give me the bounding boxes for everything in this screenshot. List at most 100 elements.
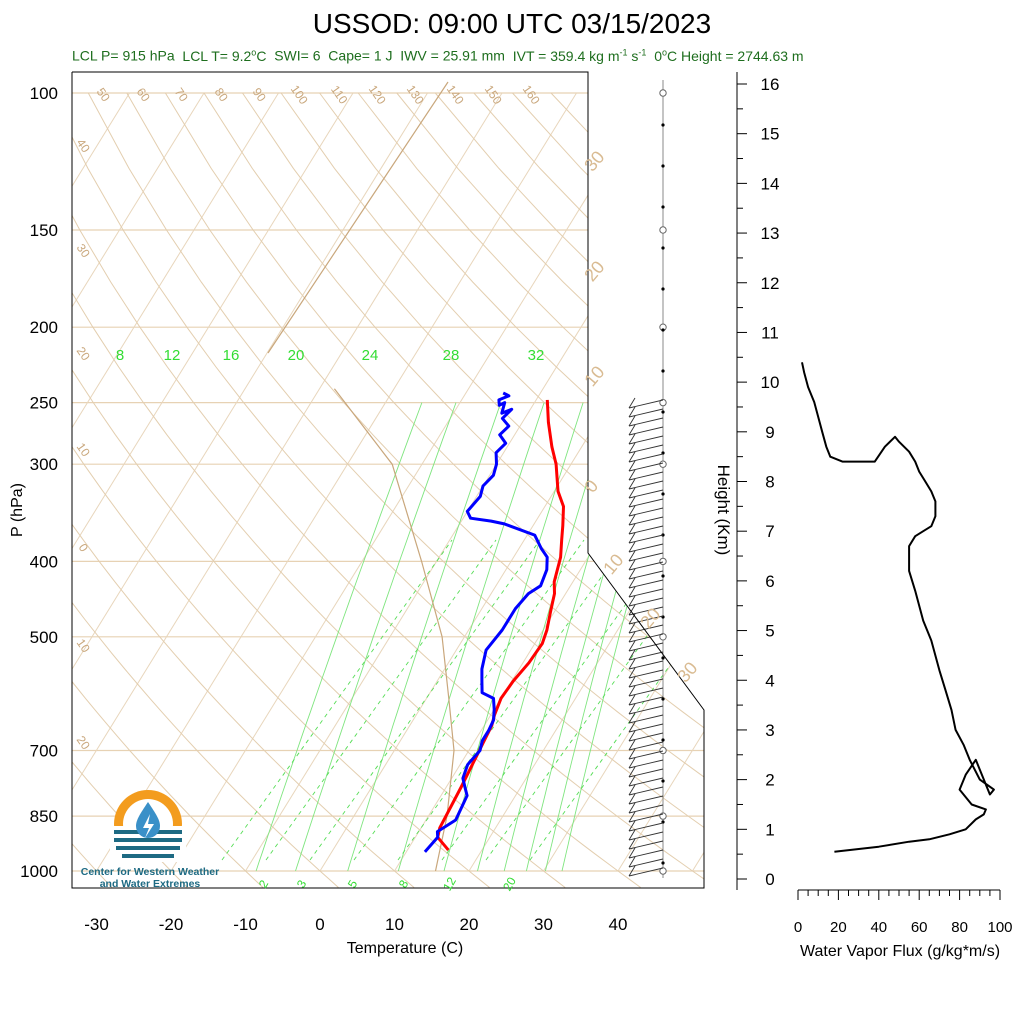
wind-barb [628,471,664,481]
barb-dot [661,697,665,701]
wind-barb-flag [628,541,636,553]
wind-barb [628,732,664,742]
wind-barb-flag [628,487,636,499]
wind-barb-flag [628,397,636,409]
moist-adiabat-dashed [353,539,585,861]
wind-barb [628,741,664,751]
wind-barb [628,417,664,427]
moist-adiabat-dashed [265,539,497,861]
chart-title: USSOD: 09:00 UTC 03/15/2023 [312,8,712,39]
dry-adiabat [203,92,704,888]
y-axis-label: P (hPa) [9,483,26,537]
wind-barb-flag [628,829,636,841]
wind-barb [628,858,664,868]
isotherm-edge-label: 10 [74,440,93,459]
wind-barbs [628,80,667,878]
mixing-ratio-line [397,402,545,872]
swi-value: SWI= 6 [274,47,321,64]
cape-value: Cape= 1 J [328,47,393,64]
wind-barb-flag [628,766,636,778]
barb-dot [661,123,665,127]
wind-barb [628,813,664,823]
wind-barb [628,669,664,679]
wind-barb [628,642,664,652]
barb-calm-circle [659,867,667,875]
parcel-trace-upper [267,81,449,354]
wind-barb-flag [628,478,636,490]
wind-barb [628,651,664,661]
dry-adiabat-label: 130 [404,82,427,107]
mixing-ratio-bottom-label: 12 [440,874,459,893]
skew-t-curves [423,391,565,853]
wind-barb-flag [628,631,636,643]
dry-adiabat-label: 80 [212,85,231,104]
wind-barb [628,831,664,841]
wind-barb [628,840,664,850]
mixing-ratio-line [255,402,423,872]
isotherm-edge-label: 30 [74,241,93,260]
wind-barb-flag [628,676,636,688]
isotherm-edge-label: 40 [74,136,93,155]
x-axis-label: Temperature (C) [347,940,463,957]
mixing-ratio-line [477,402,613,872]
wind-barb-flag [628,433,636,445]
wind-barb [628,723,664,733]
wind-barb-flag [628,442,636,454]
wind-barb [628,615,664,625]
wind-barb-flag [628,739,636,751]
y-tick-label: 100 [30,84,58,103]
barb-dot [661,328,665,332]
x-tick-label: 0 [315,915,324,934]
dry-adiabat [280,92,704,888]
barb-calm-circle [659,746,667,755]
wind-barb-flag [628,514,636,526]
barb-dot [661,574,665,578]
mixing-ratio-label: 32 [528,347,545,364]
wind-barb [628,426,664,436]
cw3e-logo: Center for Western Weather and Water Ext… [70,784,230,894]
wind-barb-flag [628,712,636,724]
isotherm-line [170,92,652,872]
wind-speed-label: 20 [580,257,608,285]
x-tick-label: 40 [609,915,628,934]
dry-adiabat [87,92,704,888]
barb-calm-circle [659,398,667,407]
wind-barb-flag [628,703,636,715]
wind-barb [628,795,664,805]
barb-calm-circle [659,460,667,468]
dry-adiabat [589,92,704,888]
barb-calm-circle [659,226,667,234]
height-tick-label: 5 [765,622,774,641]
dry-adiabat-label: 160 [520,82,543,107]
mixing-ratio-label: 8 [116,347,124,364]
x-tick-label: 30 [534,915,553,934]
dry-adiabat [72,92,704,888]
isotherm-line [72,92,130,872]
wind-barb-flag [628,730,636,742]
barb-dot [661,779,665,783]
wind-barb [628,579,664,589]
wind-barb [628,453,664,463]
wind-speed-label: 20 [636,604,664,632]
dry-adiabat [550,92,704,888]
wind-barb [628,543,664,553]
barb-calm-circle [659,633,667,641]
wind-barb [628,687,664,697]
isotherm-line [394,92,704,872]
y-tick-label: 850 [30,807,58,826]
wind-barb-flag [628,496,636,508]
height-tick-label: 1 [765,820,774,839]
wind-barb [628,597,664,607]
height-tick-label: 13 [761,224,780,243]
y-tick-label: 300 [30,455,58,474]
height-tick-label: 0 [765,870,774,889]
moist-adiabat-dashed [529,539,704,861]
wind-barb [628,606,664,616]
dry-adiabat [72,92,490,888]
wind-barb [628,561,664,571]
isotherm-line [543,92,704,872]
isotherm-line [72,92,279,872]
dry-adiabat [72,92,415,888]
sounding-stats: LCL P= 915 hPa LCL T= 9.2oC SWI= 6 Cape=… [72,47,804,64]
